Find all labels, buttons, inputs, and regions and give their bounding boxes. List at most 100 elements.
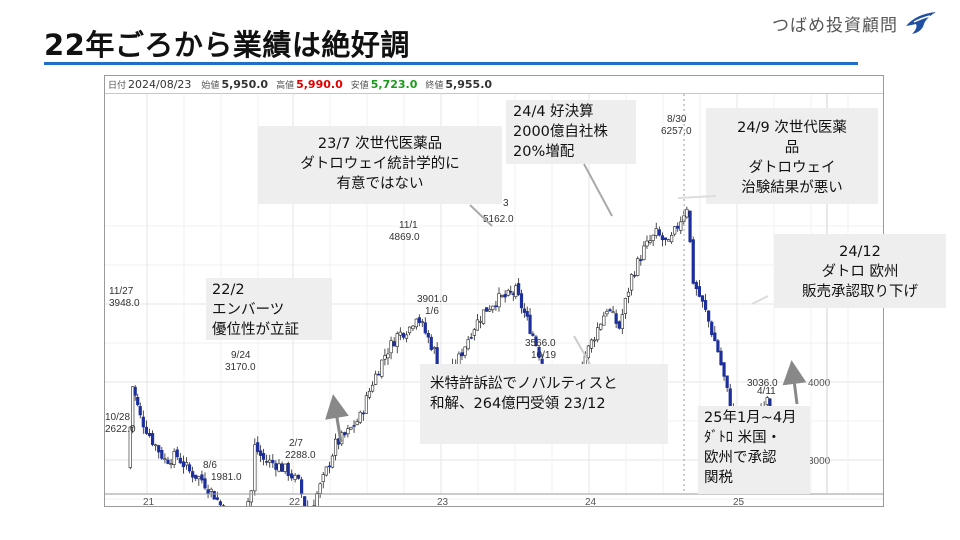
candle-body xyxy=(660,235,665,241)
down-candle xyxy=(261,448,266,466)
candle-body xyxy=(522,308,526,313)
down-candle xyxy=(150,430,155,447)
down-candle xyxy=(200,470,204,484)
down-candle xyxy=(716,338,720,353)
candle-body xyxy=(147,432,152,436)
callout-2024-04: 24/4 好決算 2000億自社株 20%増配 xyxy=(506,100,636,164)
down-candle xyxy=(286,461,290,481)
candle-body xyxy=(540,358,544,364)
candle-body xyxy=(383,355,387,360)
up-candle xyxy=(380,359,384,379)
x-tick-label: 25 xyxy=(733,497,745,507)
candle-body xyxy=(131,386,135,428)
down-candle xyxy=(639,254,643,266)
candle-body xyxy=(642,245,646,260)
brand-logo: つばめ投資顧問 xyxy=(772,10,938,36)
x-tick-label: 23 xyxy=(437,497,449,507)
candle-body xyxy=(710,321,714,336)
candle-body xyxy=(651,234,655,241)
price-label-value: 2288.0 xyxy=(285,450,316,461)
candle-body xyxy=(141,416,145,428)
callout-line: 品 xyxy=(784,140,800,156)
price-label-date: 11/1 xyxy=(399,220,418,231)
up-candle xyxy=(679,216,683,234)
callout-line: 23/7 次世代医薬品 xyxy=(317,136,443,152)
down-candle xyxy=(710,320,714,338)
down-candle xyxy=(469,333,473,340)
candle-body xyxy=(707,310,711,322)
up-candle xyxy=(407,326,412,336)
down-candle xyxy=(426,330,430,344)
candle-body xyxy=(528,314,532,334)
callout-line: ダトロウェイ xyxy=(748,160,836,176)
candle-body xyxy=(318,483,322,494)
candle-body xyxy=(429,336,433,350)
down-candle xyxy=(713,326,717,342)
price-label-date: 1/6 xyxy=(425,306,439,317)
candle-body xyxy=(414,318,418,328)
callout-line: ダトロ 欧州 xyxy=(821,264,899,280)
up-candle xyxy=(592,336,597,348)
candle-body xyxy=(633,274,637,277)
up-candle xyxy=(497,287,501,312)
callout-line: 20%増配 xyxy=(513,144,575,160)
callout-line: 販売承認取り下げ xyxy=(802,284,918,300)
candle-body xyxy=(685,208,689,218)
up-candle xyxy=(685,206,689,219)
down-candle xyxy=(617,320,621,330)
up-candle xyxy=(283,463,287,475)
candle-body xyxy=(472,329,476,336)
up-candle xyxy=(654,222,658,239)
up-candle xyxy=(346,424,350,438)
down-candle xyxy=(540,354,544,365)
candle-body xyxy=(688,210,692,243)
price-label-value: 3036.0 xyxy=(747,378,778,389)
callout-2023-07: 23/7 次世代医薬品 ダトロウェイ統計学的に 有意ではない xyxy=(258,126,502,204)
price-label-date: 3 xyxy=(503,198,509,209)
candle-body xyxy=(694,282,698,290)
down-candle xyxy=(215,491,219,501)
price-label-date: 8/6 xyxy=(203,460,217,471)
callout-line: エンバーツ xyxy=(212,302,285,318)
callout-line: 有意ではない xyxy=(336,176,424,192)
candle-body xyxy=(194,474,198,479)
candle-body xyxy=(386,353,390,359)
callout-line: 米特許訴訟でノバルティスと xyxy=(430,376,618,392)
candle-body xyxy=(639,259,643,262)
candle-body xyxy=(608,309,612,312)
price-info-bar: 日付 2024/08/23 始値 5,950.0 高値 5,990.0 安値 5… xyxy=(105,76,883,94)
candle-body xyxy=(355,421,359,426)
up-candle xyxy=(197,475,201,486)
up-candle xyxy=(154,443,158,451)
callout-line: 24/9 次世代医薬 xyxy=(737,120,847,136)
down-candle xyxy=(722,362,726,381)
price-label-date: 10/19 xyxy=(531,350,556,361)
candle-body xyxy=(181,461,186,468)
up-candle xyxy=(611,305,615,314)
candle-body xyxy=(157,445,161,453)
up-candle xyxy=(312,499,316,506)
down-candle xyxy=(280,461,284,472)
callout-line: ﾀﾞﾄﾛ 米国・ xyxy=(704,430,782,446)
callout-line: 和解、264億円受領 23/12 xyxy=(430,396,606,412)
up-candle xyxy=(623,297,628,319)
candle-body xyxy=(691,239,695,284)
x-tick-label: 24 xyxy=(585,497,597,507)
connector-2024-04 xyxy=(583,163,613,217)
down-candle xyxy=(178,452,182,464)
down-candle xyxy=(657,226,661,237)
candle-body xyxy=(663,237,668,240)
candle-body xyxy=(212,491,216,500)
candle-body xyxy=(592,339,597,342)
candle-body xyxy=(423,322,427,334)
down-candle xyxy=(160,446,164,461)
y-tick-label: 3000 xyxy=(808,456,831,467)
candle-body xyxy=(488,309,492,312)
down-candle xyxy=(133,385,137,401)
down-candle xyxy=(503,290,507,303)
candle-body xyxy=(676,225,680,229)
connector-2024-09 xyxy=(677,195,717,199)
candle-body xyxy=(144,426,149,434)
candle-body xyxy=(187,464,192,472)
candle-body xyxy=(537,346,541,358)
